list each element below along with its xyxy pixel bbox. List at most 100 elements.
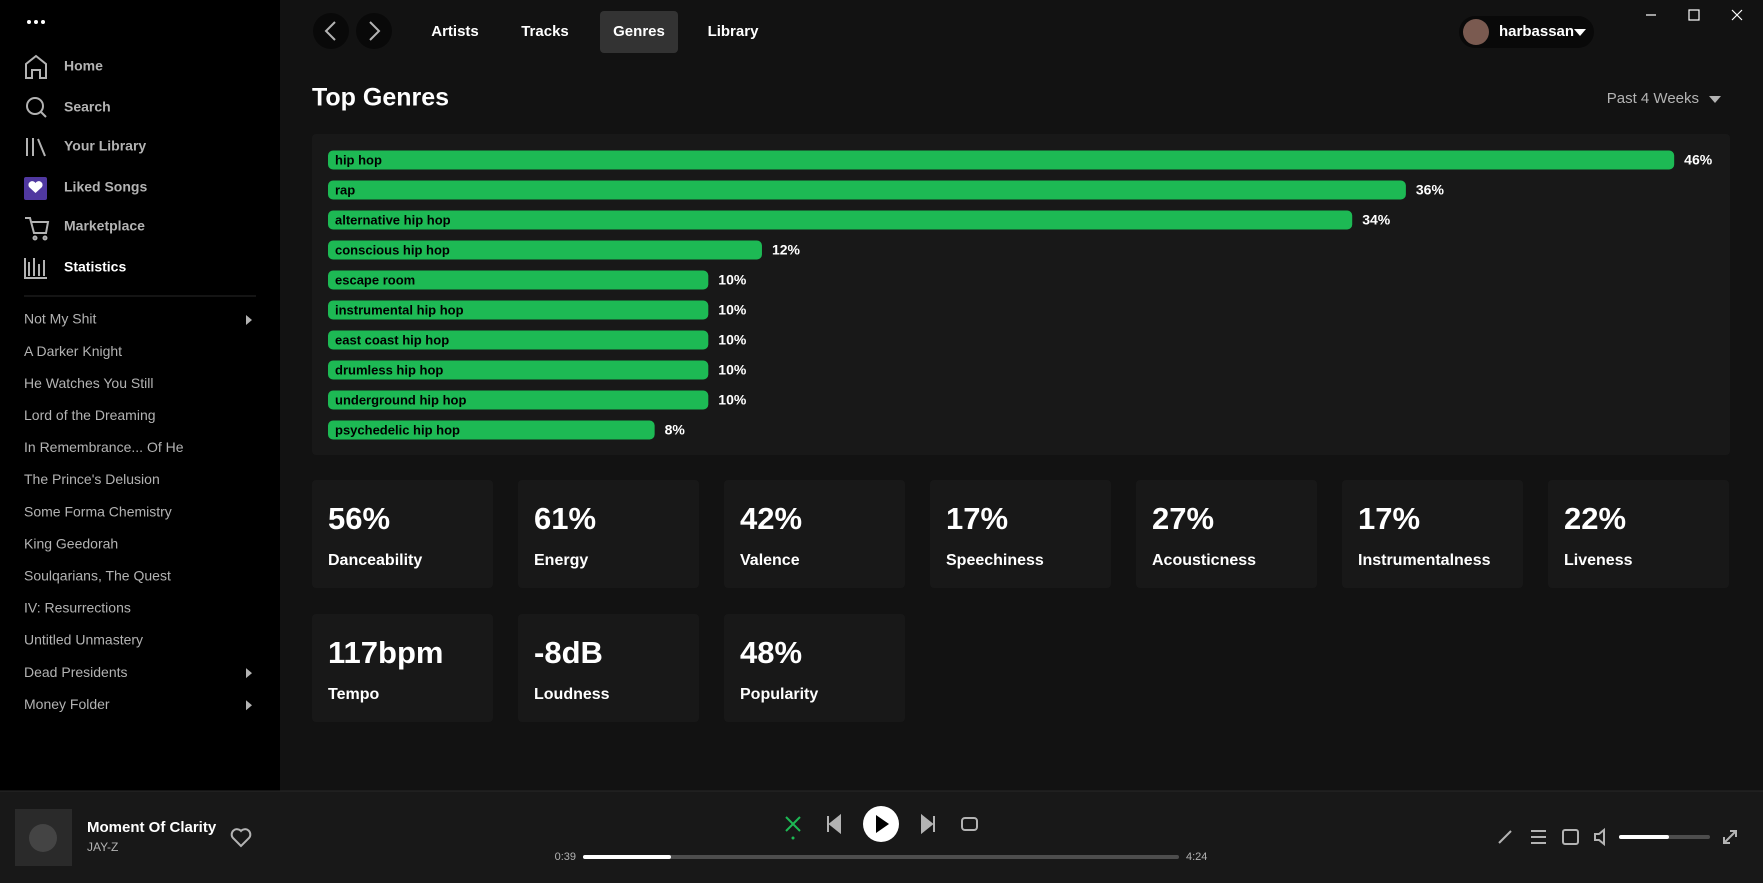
- duration: 4:24: [1186, 851, 1207, 863]
- playlist-item[interactable]: He Watches You Still: [24, 375, 153, 391]
- stat-card: [724, 614, 905, 722]
- stat-value: 117bpm: [328, 635, 443, 670]
- value-label: 34%: [1362, 212, 1391, 228]
- genre-label: underground hip hop: [335, 392, 466, 407]
- avatar: [1463, 19, 1489, 45]
- bar: [328, 300, 709, 320]
- folder-arrow[interactable]: [246, 668, 252, 679]
- stat-label: Valence: [740, 552, 800, 569]
- playlist-item[interactable]: Lord of the Dreaming: [24, 407, 156, 423]
- volume-fill: [1619, 835, 1669, 839]
- value-label: 10%: [718, 392, 747, 408]
- genre-label: psychedelic hip hop: [335, 422, 460, 437]
- stat-label: Danceability: [328, 552, 422, 569]
- genre-label: hip hop: [335, 152, 382, 167]
- genre-label: conscious hip hop: [335, 242, 450, 257]
- value-label: 36%: [1416, 182, 1445, 198]
- stat-card: [930, 480, 1111, 588]
- genre-label: escape room: [335, 272, 415, 287]
- user-caret: [1574, 29, 1586, 36]
- progress-track[interactable]: [583, 855, 1179, 859]
- playback-controls[interactable]: [785, 813, 978, 835]
- bar: [328, 240, 762, 260]
- nav-item[interactable]: Search: [64, 99, 111, 115]
- playlist-item[interactable]: In Remembrance... Of He: [24, 439, 184, 455]
- stat-value: 22%: [1564, 501, 1626, 536]
- track-title[interactable]: Moment Of Clarity: [87, 819, 217, 836]
- bar: [328, 420, 655, 440]
- nav-item[interactable]: Home: [64, 58, 103, 74]
- playlist-item[interactable]: A Darker Knight: [24, 343, 122, 359]
- extra-controls[interactable]: [1498, 827, 1737, 847]
- bar: [328, 180, 1406, 200]
- stat-value: 17%: [1358, 501, 1420, 536]
- active-tab-bg: [600, 11, 678, 53]
- playlist-item[interactable]: The Prince's Delusion: [24, 471, 160, 487]
- playlist-item[interactable]: Soulqarians, The Quest: [24, 568, 171, 584]
- stat-value: 17%: [946, 501, 1008, 536]
- like-button[interactable]: [230, 828, 252, 848]
- stat-label: Tempo: [328, 686, 379, 703]
- folder-arrow[interactable]: [246, 315, 252, 325]
- folder-arrow[interactable]: [246, 700, 252, 711]
- value-label: 12%: [772, 242, 801, 258]
- user-name[interactable]: harbassan: [1499, 23, 1574, 40]
- user-pill[interactable]: [1459, 16, 1594, 48]
- forward-button[interactable]: [356, 13, 392, 49]
- shuffle-dot: [791, 836, 795, 840]
- value-label: 46%: [1684, 152, 1713, 168]
- stat-label: Loudness: [534, 686, 610, 703]
- range-caret: [1709, 96, 1721, 103]
- nav-tab[interactable]: Tracks: [521, 23, 569, 40]
- genre-label: rap: [335, 182, 355, 197]
- playlist-item[interactable]: Untitled Unmastery: [24, 632, 143, 648]
- track-artist[interactable]: JAY-Z: [87, 840, 118, 854]
- range-select[interactable]: Past 4 Weeks: [1607, 90, 1699, 107]
- genre-label: alternative hip hop: [335, 212, 451, 227]
- page-title: Top Genres: [312, 84, 449, 112]
- playlist-item[interactable]: Not My Shit: [24, 311, 96, 327]
- playlist-item[interactable]: IV: Resurrections: [24, 600, 131, 616]
- stat-value: 48%: [740, 635, 802, 670]
- stat-value: 61%: [534, 501, 596, 536]
- forward-arrow: [369, 21, 381, 41]
- nav-item[interactable]: Liked Songs: [64, 179, 147, 195]
- stat-card: [312, 480, 493, 588]
- playlist-item[interactable]: Dead Presidents: [24, 664, 128, 680]
- genre-label: drumless hip hop: [335, 362, 443, 377]
- genre-label: east coast hip hop: [335, 332, 449, 347]
- stat-value: -8dB: [534, 635, 603, 670]
- playlist-item[interactable]: Some Forma Chemistry: [24, 503, 172, 519]
- nav-tab[interactable]: Artists: [431, 23, 479, 40]
- stat-label: Liveness: [1564, 552, 1633, 569]
- back-button[interactable]: [313, 13, 349, 49]
- stat-label: Energy: [534, 552, 588, 569]
- playlist-item[interactable]: King Geedorah: [24, 535, 118, 551]
- stat-card: [518, 614, 699, 722]
- value-label: 8%: [665, 422, 686, 438]
- nav-item[interactable]: Statistics: [64, 259, 126, 275]
- nav-tab[interactable]: Library: [708, 23, 760, 40]
- bar: [328, 210, 1353, 230]
- menu-dots[interactable]: [27, 20, 45, 24]
- elapsed-time: 0:39: [555, 851, 576, 863]
- heart: [28, 181, 43, 193]
- stat-label: Popularity: [740, 686, 818, 703]
- stat-card: [518, 480, 699, 588]
- value-label: 10%: [718, 332, 747, 348]
- nav-item[interactable]: Your Library: [64, 138, 146, 154]
- value-label: 10%: [718, 362, 747, 378]
- window-controls[interactable]: [1646, 9, 1743, 21]
- playlist-item[interactable]: Money Folder: [24, 696, 110, 712]
- nav-tab[interactable]: Genres: [613, 23, 665, 40]
- stat-label: Instrumentalness: [1358, 552, 1491, 569]
- nav-item[interactable]: Marketplace: [64, 218, 145, 234]
- value-label: 10%: [718, 302, 747, 318]
- stat-card: [312, 614, 493, 722]
- bar: [328, 390, 709, 410]
- genre-label: instrumental hip hop: [335, 302, 464, 317]
- bar: [328, 360, 709, 380]
- bar: [328, 270, 709, 290]
- stat-card: [1342, 480, 1523, 588]
